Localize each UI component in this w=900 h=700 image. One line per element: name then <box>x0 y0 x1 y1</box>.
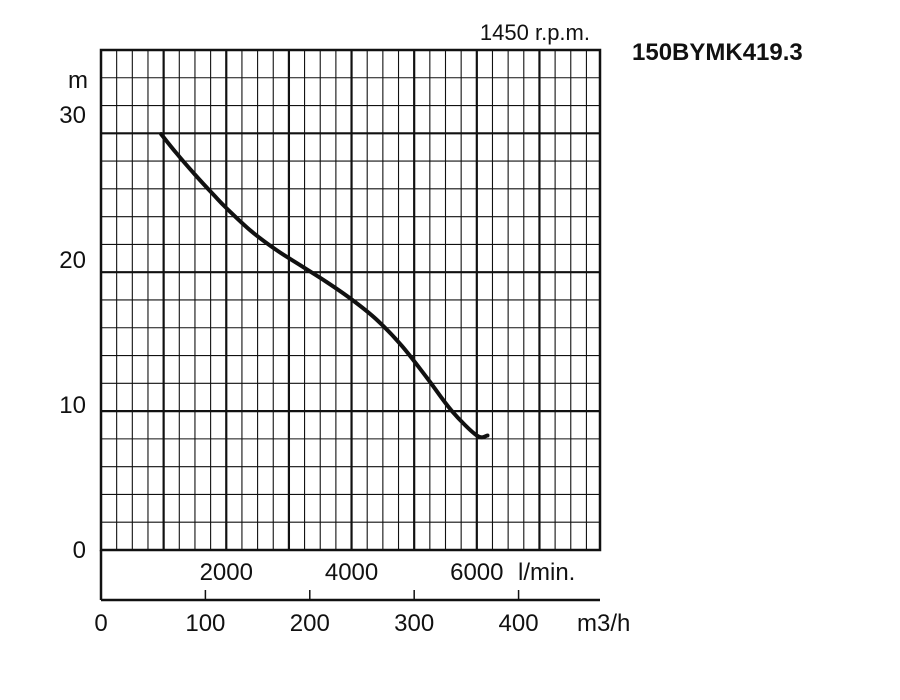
x-m3h-tick-label: 100 <box>185 610 225 637</box>
y-tick-label: 10 <box>59 392 86 419</box>
x-lpm-tick-label: 4000 <box>325 559 378 586</box>
tick-labels: 0 10 20 30 2000 4000 6000 0 100 200 300 400 <box>59 102 538 637</box>
curve-layer <box>159 132 490 440</box>
x-axis-label-m3h: m3/h <box>577 610 630 637</box>
pump-performance-curve <box>159 132 490 440</box>
plot-frame <box>99 48 602 602</box>
speed-label: 1450 r.p.m. <box>480 20 590 45</box>
y-tick-label: 0 <box>73 537 86 564</box>
major-grid <box>101 50 600 550</box>
x-lpm-tick-label: 6000 <box>450 559 503 586</box>
y-axis-label: m <box>68 67 88 94</box>
chart-title: 150BYMK419.3 <box>632 39 803 66</box>
x-lpm-tick-label: 2000 <box>200 559 253 586</box>
x-m3h-tick-label: 400 <box>499 610 539 637</box>
x-m3h-tick-label: 300 <box>394 610 434 637</box>
y-tick-label: 30 <box>59 102 86 129</box>
x-unit-lpm-label: l/min. <box>518 559 575 586</box>
plot-border <box>99 48 602 552</box>
x-m3h-tick-label: 200 <box>290 610 330 637</box>
y-tick-label: 20 <box>59 247 86 274</box>
x-m3h-tick-label: 0 <box>94 610 107 637</box>
